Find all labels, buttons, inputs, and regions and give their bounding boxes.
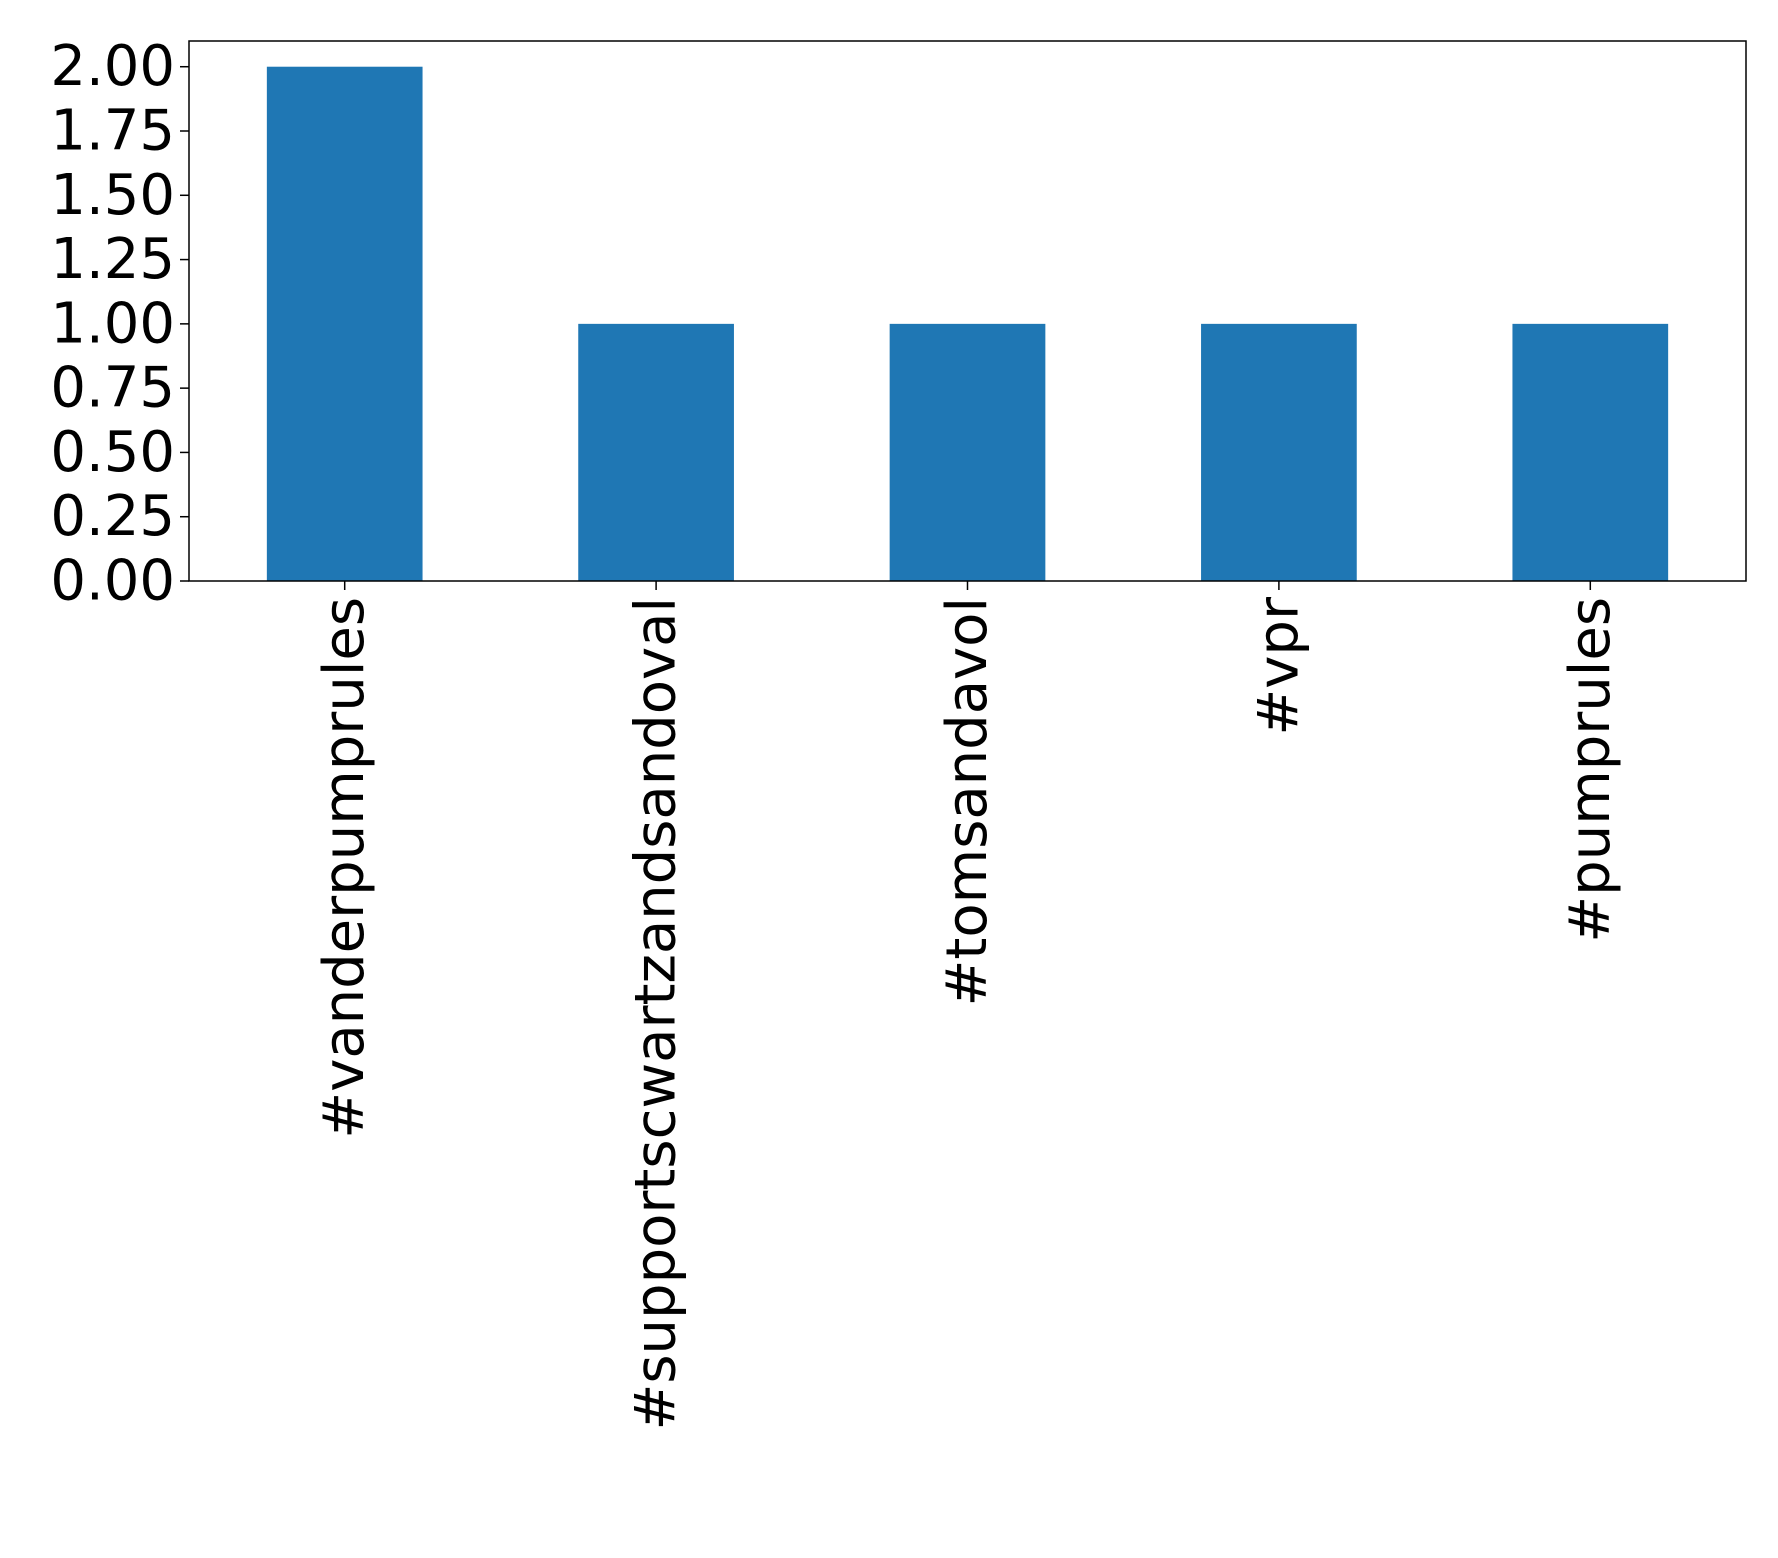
- y-axis: 0.000.250.500.751.001.251.501.752.00: [50, 34, 189, 614]
- x-axis: #vanderpumprules #supportscwartzandsandov…: [312, 581, 1623, 1431]
- y-tick-label-8: 2.00: [50, 34, 175, 99]
- y-tick-label-0: 0.00: [50, 549, 175, 614]
- y-tick-label-5: 1.25: [50, 227, 175, 292]
- x-tick-label-3: #vpr: [1246, 596, 1311, 736]
- x-tick-label-4: #pumprules: [1558, 597, 1623, 943]
- x-tick-label-2: #tomsandavol: [935, 597, 1000, 1007]
- plot-area-frame: [188, 40, 1747, 582]
- y-tick-label-7: 1.75: [50, 99, 175, 164]
- bar-4: [1512, 323, 1669, 581]
- bar-2: [889, 323, 1046, 581]
- y-tick-label-2: 0.50: [50, 420, 175, 485]
- x-tick-label-1: #supportscwartzandsandoval: [624, 597, 689, 1431]
- bar-3: [1201, 323, 1357, 581]
- y-tick-label-1: 0.25: [50, 484, 175, 549]
- bars-group: [266, 66, 1669, 581]
- y-tick-label-3: 0.75: [50, 356, 175, 421]
- y-tick-label-4: 1.00: [50, 291, 175, 356]
- bar-1: [578, 323, 734, 581]
- x-tick-label-0: #vanderpumprules: [312, 597, 377, 1139]
- y-tick-label-6: 1.50: [50, 163, 175, 228]
- bar-0: [266, 66, 423, 581]
